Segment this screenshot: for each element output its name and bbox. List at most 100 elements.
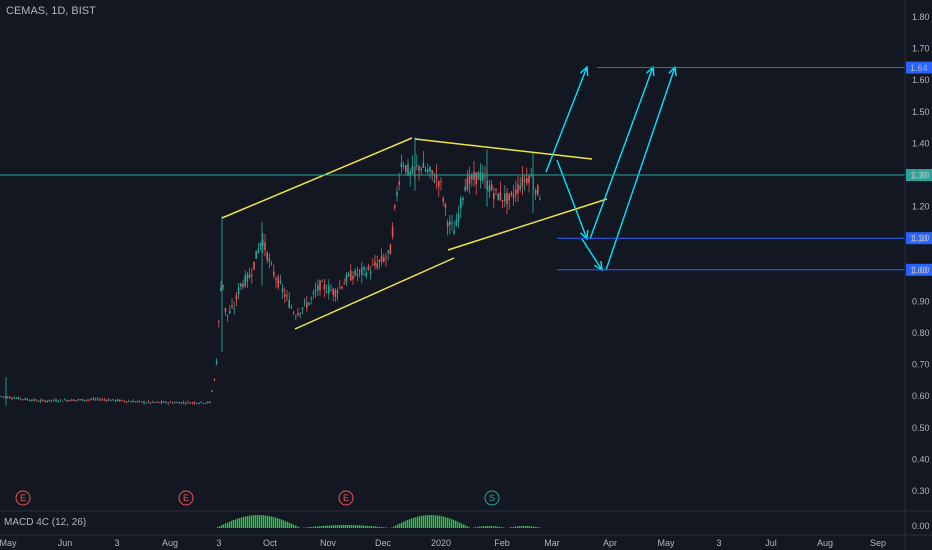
time-axis: May Jun 3 Aug 3 Oct Nov Dec 2020 Feb Mar Apr May 3 Jul… (0, 538, 886, 548)
event-marker-label: S (489, 493, 495, 503)
projection-arrow[interactable] (581, 238, 603, 271)
macd-indicator-label[interactable]: MACD 4C (12, 26) (4, 517, 87, 528)
event-marker[interactable] (15, 490, 31, 506)
candle-body (523, 179, 526, 182)
arrow-head (593, 260, 603, 272)
macd-bar (379, 526, 381, 528)
candle-body (427, 169, 429, 173)
macd-bar (459, 522, 461, 528)
candle-body (191, 402, 194, 404)
candle-body (0, 396, 2, 397)
macd-bar (421, 515, 423, 528)
macd-bar (295, 525, 297, 528)
macd-bar (435, 515, 437, 528)
macd-bar (365, 525, 367, 528)
macd-bar (361, 525, 363, 528)
macd-bar (425, 515, 427, 528)
candle-body (255, 250, 257, 259)
candle-body (497, 193, 499, 201)
time-tick-label: 2020 (431, 538, 451, 548)
candle-body (15, 398, 18, 399)
trend-line[interactable] (294, 257, 455, 330)
candle-body (57, 401, 59, 403)
projection-arrow[interactable] (589, 66, 654, 240)
candle-body (169, 401, 172, 403)
trend-line[interactable] (447, 198, 608, 251)
macd-bar (313, 526, 315, 528)
event-marker[interactable] (178, 490, 194, 506)
candle-body (33, 399, 35, 401)
macd-bar (521, 526, 523, 528)
macd-bar (311, 526, 313, 528)
candle-body (145, 402, 147, 404)
candle-body (132, 400, 134, 403)
candle-body (299, 312, 301, 314)
candle-body (482, 173, 484, 181)
time-tick-label: May (657, 538, 675, 548)
projection-arrow[interactable] (545, 66, 588, 173)
candle-body (64, 399, 66, 401)
time-tick-label: Nov (320, 538, 337, 548)
event-marker[interactable] (484, 490, 500, 506)
candle-body (72, 399, 75, 401)
candle-body (303, 301, 306, 303)
candle-body (490, 184, 493, 191)
macd-bar (465, 525, 467, 528)
candle-body (418, 166, 420, 171)
macd-bar (249, 515, 251, 528)
macd-bar (349, 525, 351, 528)
candle-body (154, 402, 156, 404)
candle-body (295, 316, 297, 318)
candle-body (284, 294, 286, 297)
candle-body (411, 165, 414, 174)
projection-arrow[interactable] (605, 66, 676, 271)
candle-body (446, 222, 449, 227)
projection-arrow[interactable] (556, 159, 588, 240)
time-tick-label: Jul (765, 538, 777, 548)
trend-line[interactable] (221, 137, 413, 219)
trend-line[interactable] (414, 138, 593, 160)
macd-bar (251, 515, 253, 528)
macd-bar (453, 519, 455, 528)
macd-bar (411, 518, 413, 528)
event-marker[interactable] (338, 490, 354, 506)
candle-body (213, 379, 216, 380)
time-tick-label: Apr (603, 538, 617, 548)
candle-body (264, 242, 266, 251)
candle-body (449, 220, 451, 226)
candles (0, 137, 541, 406)
candle-body (350, 270, 352, 281)
candle-body (356, 273, 359, 275)
macd-bar (335, 525, 337, 528)
candle-body (312, 292, 315, 294)
macd-bar (355, 525, 357, 528)
macd-bar (225, 523, 227, 528)
macd-bar (501, 527, 503, 528)
macd-bar (523, 526, 525, 528)
candle-body (266, 252, 268, 261)
macd-bar (333, 525, 335, 528)
candle-body (394, 205, 396, 208)
macd-bar (337, 525, 339, 528)
price-tick-label: 1.60 (912, 75, 930, 85)
macd-bar (285, 521, 287, 528)
candle-body (365, 272, 367, 277)
candle-body (114, 399, 117, 402)
macd-bar (383, 527, 385, 528)
macd-bar (489, 526, 491, 528)
candle-body (466, 177, 469, 190)
macd-bar (239, 517, 241, 528)
candle-body (79, 399, 81, 401)
price-tick-label: 0.40 (912, 454, 930, 464)
macd-bar (395, 525, 397, 528)
macd-bar (359, 525, 361, 528)
macd-bar (353, 525, 355, 528)
candle-body (457, 213, 460, 222)
macd-bar (407, 519, 409, 528)
candle-body (270, 263, 273, 265)
candle-body (336, 291, 339, 294)
time-tick-label: Sep (870, 538, 886, 548)
candle-body (332, 288, 334, 295)
candle-body (121, 399, 123, 401)
